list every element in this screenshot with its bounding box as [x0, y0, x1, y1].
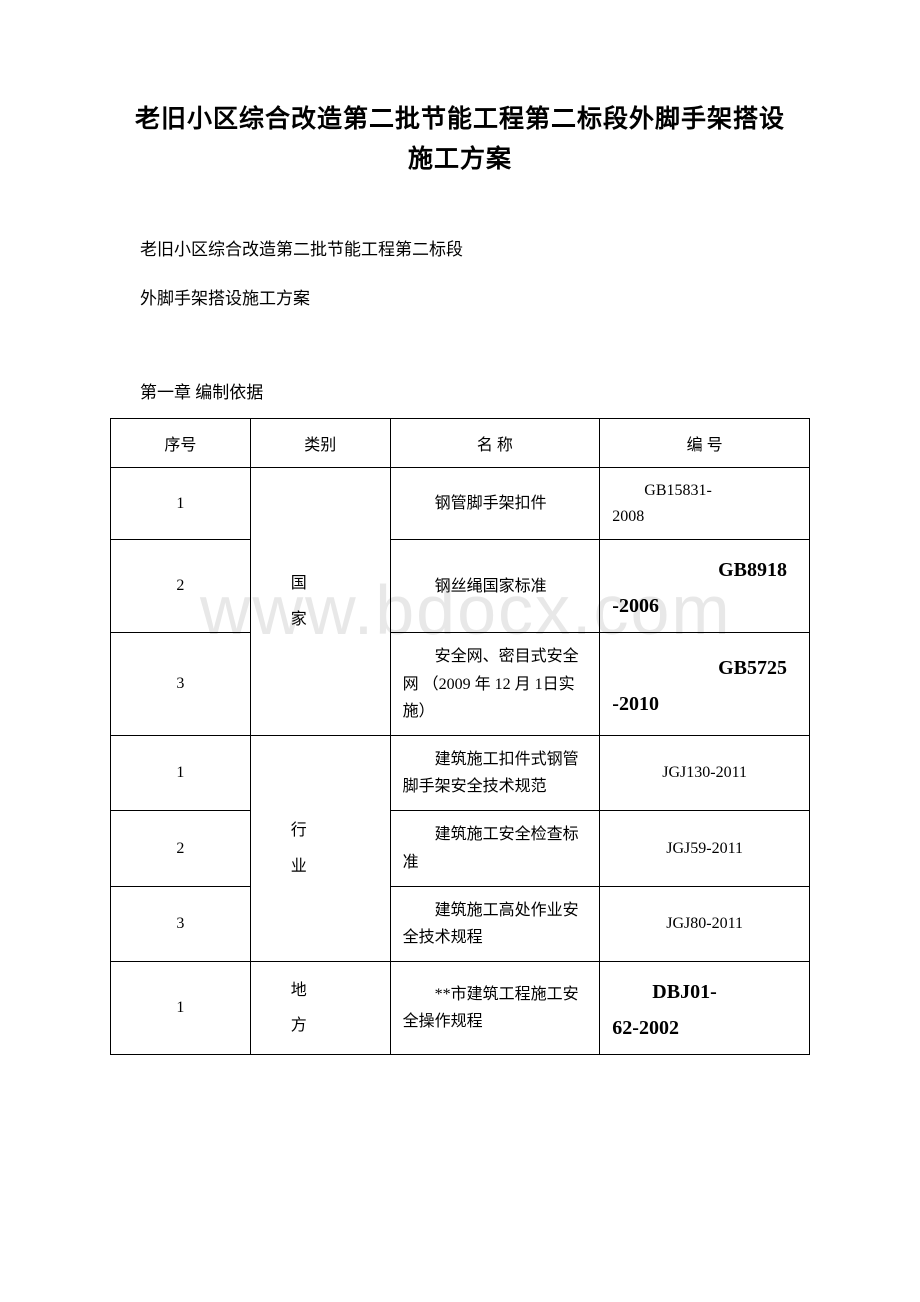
cell-category-local: 地 方 — [250, 962, 390, 1055]
cell-code: DBJ01- 62-2002 — [600, 962, 810, 1055]
table-row: 1 国 家 钢管脚手架扣件 GB15831- 2008 — [111, 468, 810, 540]
table-row: 2 建筑施工安全检查标准 JGJ59-2011 — [111, 811, 810, 886]
table-row: 3 建筑施工高处作业安全技术规程 JGJ80-2011 — [111, 886, 810, 961]
cell-name: 安全网、密目式安全网 （2009 年 12 月 1日实施） — [390, 633, 600, 736]
cell-code: GB15831- 2008 — [600, 468, 810, 540]
cat-local-2: 方 — [291, 1017, 307, 1034]
cell-name: 建筑施工安全检查标准 — [390, 811, 600, 886]
cell-code: GB8918 -2006 — [600, 540, 810, 633]
cell-name: 钢管脚手架扣件 — [390, 468, 600, 540]
header-seq: 序号 — [111, 419, 251, 468]
cat-local-1: 地 — [291, 982, 307, 999]
table-header-row: 序号 类别 名 称 编 号 — [111, 419, 810, 468]
title-line-2: 施工方案 — [408, 146, 512, 173]
cell-seq: 3 — [111, 886, 251, 961]
header-category: 类别 — [250, 419, 390, 468]
cell-code: JGJ59-2011 — [600, 811, 810, 886]
title-line-1: 老旧小区综合改造第二批节能工程第二标段外脚手架搭设 — [135, 106, 785, 133]
cat-industry-1: 行 — [291, 822, 307, 839]
code-bold-2: 62-2002 — [612, 1012, 797, 1044]
table-row: 1 地 方 **市建筑工程施工安全操作规程 DBJ01- 62-2002 — [111, 962, 810, 1055]
reference-table: 序号 类别 名 称 编 号 1 国 家 钢管脚手架扣件 GB15831- 200… — [110, 418, 810, 1055]
code-bold-1: GB8918 — [612, 554, 797, 586]
cell-name: 建筑施工高处作业安全技术规程 — [390, 886, 600, 961]
cell-code: GB5725 -2010 — [600, 633, 810, 736]
cell-name: 建筑施工扣件式钢管脚手架安全技术规范 — [390, 735, 600, 810]
cell-seq: 2 — [111, 811, 251, 886]
cat-industry-2: 业 — [291, 858, 307, 875]
header-code: 编 号 — [600, 419, 810, 468]
chapter-heading: 第一章 编制依据 — [140, 378, 810, 403]
header-name: 名 称 — [390, 419, 600, 468]
cell-code: JGJ130-2011 — [600, 735, 810, 810]
document-title: 老旧小区综合改造第二批节能工程第二标段外脚手架搭设 施工方案 — [110, 100, 810, 180]
cell-seq: 2 — [111, 540, 251, 633]
cell-category-national: 国 家 — [250, 468, 390, 736]
code-bold-2: -2006 — [612, 590, 797, 622]
cell-name: **市建筑工程施工安全操作规程 — [390, 962, 600, 1055]
cell-seq: 3 — [111, 633, 251, 736]
code-text-2: 2008 — [612, 508, 644, 525]
table-row: 2 钢丝绳国家标准 GB8918 -2006 — [111, 540, 810, 633]
table-row: 3 安全网、密目式安全网 （2009 年 12 月 1日实施） GB5725 -… — [111, 633, 810, 736]
code-bold-1: DBJ01- — [612, 976, 797, 1008]
subtitle-1: 老旧小区综合改造第二批节能工程第二标段 — [140, 230, 810, 269]
subtitle-2: 外脚手架搭设施工方案 — [140, 279, 810, 318]
cat-national-1: 国 — [291, 575, 307, 592]
cell-seq: 1 — [111, 468, 251, 540]
code-bold-1: GB5725 — [612, 652, 797, 684]
cat-national-2: 家 — [291, 611, 307, 628]
cell-code: JGJ80-2011 — [600, 886, 810, 961]
code-text: GB15831- — [612, 478, 797, 504]
code-bold-2: -2010 — [612, 688, 797, 720]
table-row: 1 行 业 建筑施工扣件式钢管脚手架安全技术规范 JGJ130-2011 — [111, 735, 810, 810]
cell-name: 钢丝绳国家标准 — [390, 540, 600, 633]
cell-seq: 1 — [111, 735, 251, 810]
cell-category-industry: 行 业 — [250, 735, 390, 961]
cell-seq: 1 — [111, 962, 251, 1055]
